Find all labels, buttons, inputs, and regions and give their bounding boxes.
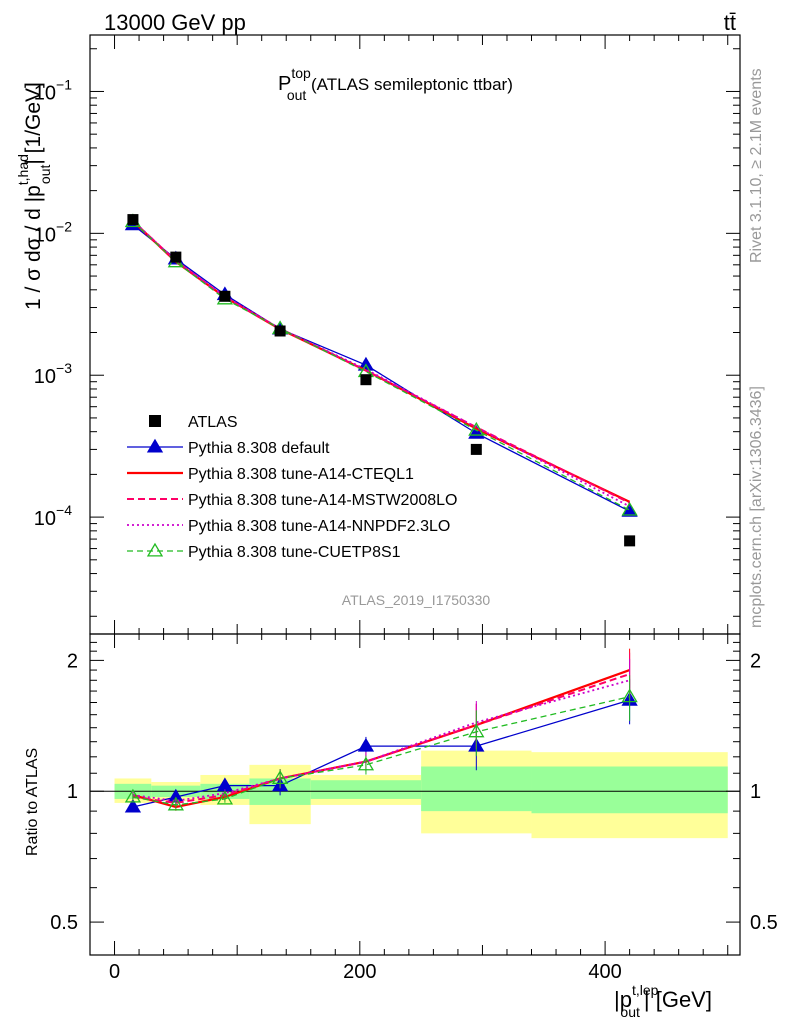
main-line-1	[132, 220, 631, 503]
atlas-point	[274, 325, 286, 337]
band-inner	[310, 780, 422, 799]
xtick-label: 0	[109, 961, 120, 983]
legend-label-1: Pythia 8.308 tune-A14-CTEQL1	[188, 466, 414, 483]
ratio-ytick-label-right: 0.5	[750, 912, 778, 934]
main-line-2	[132, 220, 631, 504]
ratio-ytick-label: 2	[67, 650, 78, 672]
atlas-point	[624, 535, 636, 547]
main-point	[468, 421, 485, 436]
tick-labels: 10−4 10−3 10−2 10−1 0.5 0.5 1 1 2 2 0 200 400	[34, 76, 778, 983]
legend-atlas-marker	[149, 415, 161, 427]
ratio-point	[216, 790, 234, 805]
ratio-ytick-label-right: 1	[750, 781, 761, 803]
ratio-point	[167, 796, 184, 811]
ratio-point	[271, 770, 289, 785]
atlas-point	[170, 251, 182, 263]
band-inner	[531, 766, 728, 814]
ratio-point	[357, 756, 375, 771]
legend-label-0: Pythia 8.308 default	[188, 440, 330, 457]
ratio-ytick-label: 1	[67, 781, 78, 803]
legend-marker	[146, 438, 164, 453]
main-ytick-label: 10−3	[34, 360, 72, 388]
plot-title: Ptop out (ATLAS semileptonic ttbar)	[278, 65, 513, 103]
ratio-uncertainty-bands	[114, 750, 728, 839]
axes	[89, 34, 741, 956]
atlas-point	[470, 443, 482, 455]
xtick-label: 400	[588, 961, 621, 983]
band-inner	[421, 766, 532, 812]
mcplots-label: mcplots.cern.ch [arXiv:1306.3436]	[748, 386, 765, 628]
xtick-label: 200	[343, 961, 376, 983]
ratio-point	[124, 788, 142, 803]
ratio-point	[124, 798, 142, 813]
legend-marker	[146, 542, 164, 557]
ratio-xlabel: |pt,lep out | [GeV]	[614, 982, 712, 1020]
analysis-watermark: ATLAS_2019_I1750330	[342, 592, 491, 608]
atlas-point	[219, 290, 231, 302]
legend-atlas-label: ATLAS	[188, 414, 238, 431]
ratio-series	[124, 648, 638, 813]
legend-label-4: Pythia 8.308 tune-CUETP8S1	[188, 544, 401, 561]
main-point	[621, 501, 638, 516]
header-left: 13000 GeV pp	[104, 10, 246, 35]
ratio-point	[357, 737, 375, 752]
ratio-ytick-label-right: 2	[750, 650, 761, 672]
main-series	[124, 213, 638, 547]
ratio-ytick-label: 0.5	[50, 912, 78, 934]
main-ylabel: 1 / σ dσ / d |pt,had out| [1/GeV]	[15, 82, 53, 310]
ratio-point	[621, 688, 638, 703]
legend-label-3: Pythia 8.308 tune-A14-NNPDF2.3LO	[188, 518, 450, 535]
atlas-point	[127, 214, 139, 226]
ratio-frame	[89, 633, 741, 956]
main-ytick-label: 10−4	[34, 502, 72, 530]
legend-label-2: Pythia 8.308 tune-A14-MSTW2008LO	[188, 492, 457, 509]
main-ytick-label: 10−1	[34, 76, 72, 104]
ratio-ylabel: Ratio to ATLAS	[24, 748, 41, 856]
ratio-point	[468, 723, 485, 738]
main-line-3	[132, 219, 631, 508]
atlas-point	[360, 374, 372, 386]
main-ytick-label: 10−2	[34, 218, 72, 246]
header-right: tt̄	[724, 10, 736, 35]
legend: ATLAS Pythia 8.308 default Pythia 8.308 tu…	[127, 414, 457, 561]
rivet-label: Rivet 3.1.10, ≥ 2.1M events	[748, 68, 765, 263]
